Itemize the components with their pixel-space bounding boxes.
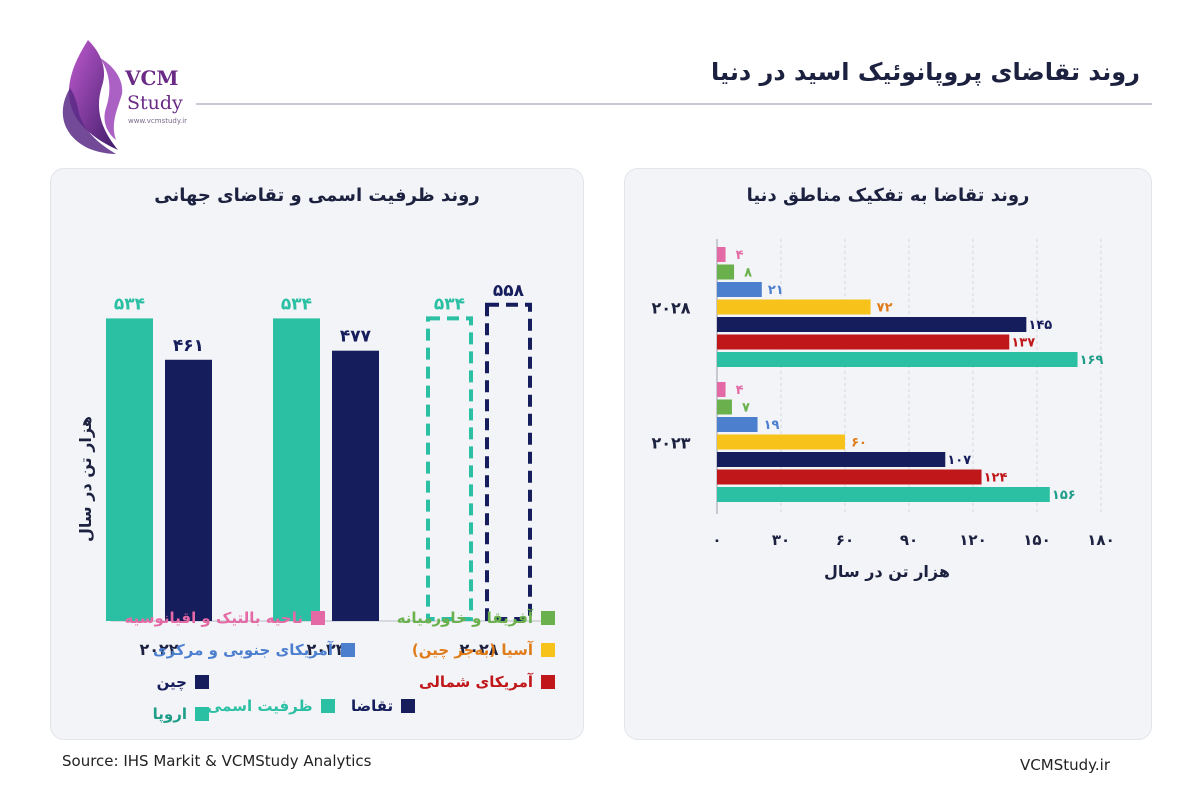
y-axis-label: هزار تن در سال [76, 416, 95, 542]
bar-1-6 [717, 487, 1050, 502]
y-tick-label-1: ۲۰۲۳ [651, 434, 690, 453]
x-tick-label-0: ۲۰۲۲ [139, 640, 178, 659]
data-label-1-5: ۱۲۴ [984, 471, 1008, 486]
y-tick-label-0: ۲۰۲۸ [651, 299, 690, 318]
data-label-demand-1: ۴۷۷ [340, 327, 372, 347]
data-label-0-4: ۱۴۵ [1028, 318, 1052, 333]
bar-demand-0 [165, 359, 212, 621]
legend-label-capacity: ظرفیت اسمی [207, 697, 313, 715]
bar-demand-1 [332, 350, 379, 621]
data-label-0-3: ۷۲ [877, 301, 893, 316]
legend-swatch-europe [195, 707, 209, 721]
bar-demand-2 [485, 302, 532, 622]
capacity-demand-panel: روند ظرفیت اسمی و تقاضای جهانی هزار تن د… [50, 168, 584, 740]
data-label-1-3: ۶۰ [851, 436, 867, 451]
legend-swatch-asia [541, 643, 555, 657]
x-tick-label-1: ۲۰۲۳ [306, 640, 345, 659]
legend-item-demand: تقاضا [351, 697, 416, 715]
legend-item-europe: اروپا [153, 705, 209, 723]
bar-1-1 [717, 399, 732, 415]
bar-1-2 [717, 417, 758, 432]
legend-item-north-america: آمریکای شمالی [419, 673, 555, 691]
legend-label-demand: تقاضا [351, 697, 394, 715]
legend-swatch-south-america [341, 643, 355, 657]
bar-0-0 [717, 247, 726, 262]
legend-swatch-capacity [320, 699, 335, 713]
x-tick-label-0: ۰ [712, 531, 721, 549]
legend-label-africa-me: آفریقا و خاورمیانه [396, 609, 533, 627]
data-label-0-0: ۴ [736, 248, 744, 263]
x-tick-label-4: ۱۲۰ [959, 531, 986, 549]
data-label-capacity-1: ۵۳۴ [281, 294, 312, 314]
legend-label-baltic-oceania: ناحیه بالتیک و اقیانوسیه [124, 609, 303, 627]
legend-swatch-africa-me [541, 611, 555, 625]
bar-1-3 [717, 434, 845, 450]
bar-0-2 [717, 282, 762, 297]
x-tick-label-2: ۶۰ [836, 531, 854, 549]
site-url: VCMStudy.ir [1020, 756, 1110, 774]
legend-swatch-demand [401, 699, 416, 713]
bar-0-4 [717, 317, 1027, 332]
bar-1-5 [717, 469, 982, 485]
x-axis-label: هزار تن در سال [824, 562, 950, 581]
data-label-0-6: ۱۶۹ [1080, 353, 1104, 368]
legend-label-china: چین [156, 673, 187, 691]
legend-swatch-baltic-oceania [311, 611, 325, 625]
data-label-1-2: ۱۹ [764, 418, 780, 433]
legend-swatch-north-america [541, 675, 555, 689]
bar-1-4 [717, 452, 946, 467]
x-tick-label-5: ۱۵۰ [1023, 531, 1050, 549]
bar-capacity-1 [273, 318, 320, 621]
bar-0-5 [717, 334, 1010, 350]
data-label-0-5: ۱۳۷ [1011, 336, 1035, 351]
regional-demand-panel: روند تقاضا به تفکیک مناطق دنیا ۰ ۳۰ ۶۰ ۹۰ ۱۲… [124, 168, 1152, 740]
legend-item-capacity: ظرفیت اسمی [207, 697, 335, 715]
bar-0-6 [717, 352, 1078, 367]
x-tick-label-1: ۳۰ [772, 531, 790, 549]
data-label-1-1: ۷ [742, 401, 750, 416]
legend-item-baltic-oceania: ناحیه بالتیک و اقیانوسیه [124, 609, 325, 627]
data-label-0-1: ۸ [744, 266, 752, 281]
legend-item-africa-me: آفریقا و خاورمیانه [397, 609, 555, 627]
bar-0-3 [717, 299, 871, 315]
brand-url: www.vcmstudy.ir [128, 117, 188, 125]
legend-label-asia: آسیا (به‌جز چین) [411, 641, 533, 659]
source-note: Source: IHS Markit & VCMStudy Analytics [62, 752, 372, 770]
data-label-1-6: ۱۵۶ [1052, 488, 1076, 503]
vcmstudy-logo [62, 40, 123, 154]
page-title: روند تقاضای پروپانوئیک اسید در دنیا [711, 58, 1140, 86]
brand-name: VCM [125, 66, 179, 90]
legend-item-south-america: آمریکای جنوبی و مرکزی [153, 641, 355, 659]
x-tick-label-3: ۹۰ [900, 531, 918, 549]
bar-0-1 [717, 264, 735, 280]
data-label-1-0: ۴ [736, 383, 744, 398]
legend-item-china: چین [157, 673, 209, 691]
bar-capacity-0 [106, 318, 153, 621]
data-label-1-4: ۱۰۷ [947, 453, 971, 468]
right-chart-title: روند تقاضا به تفکیک مناطق دنیا [746, 185, 1030, 206]
title-divider [196, 103, 1152, 105]
legend-label-south-america: آمریکای جنوبی و مرکزی [152, 641, 333, 659]
data-label-capacity-2: ۵۳۴ [434, 294, 465, 314]
legend-label-europe: اروپا [152, 705, 187, 723]
left-chart-title: روند ظرفیت اسمی و تقاضای جهانی [154, 185, 480, 206]
bar-capacity-2 [426, 316, 473, 621]
data-label-capacity-0: ۵۳۴ [114, 294, 145, 314]
legend-swatch-china [195, 675, 209, 689]
x-tick-label-6: ۱۸۰ [1087, 531, 1114, 549]
data-label-demand-0: ۴۶۱ [173, 336, 204, 356]
data-label-0-2: ۲۱ [768, 283, 784, 298]
x-tick-label-2: ۲۰۲۸ [459, 640, 498, 659]
capacity-demand-chart: هزار تن در سال ۵۳۴ ۴۶۱ ۲۰۲۲ ۵۳۴ ۴۷۷ ۲۰۲۳ ۵۳۴ ۵۵۸… [76, 281, 551, 659]
data-label-demand-2: ۵۵۸ [493, 281, 525, 301]
legend-label-north-america: آمریکای شمالی [419, 673, 533, 691]
legend-item-asia: آسیا (به‌جز چین) [412, 641, 555, 659]
bar-1-0 [717, 382, 726, 397]
brand-subtitle: Study [127, 92, 183, 114]
